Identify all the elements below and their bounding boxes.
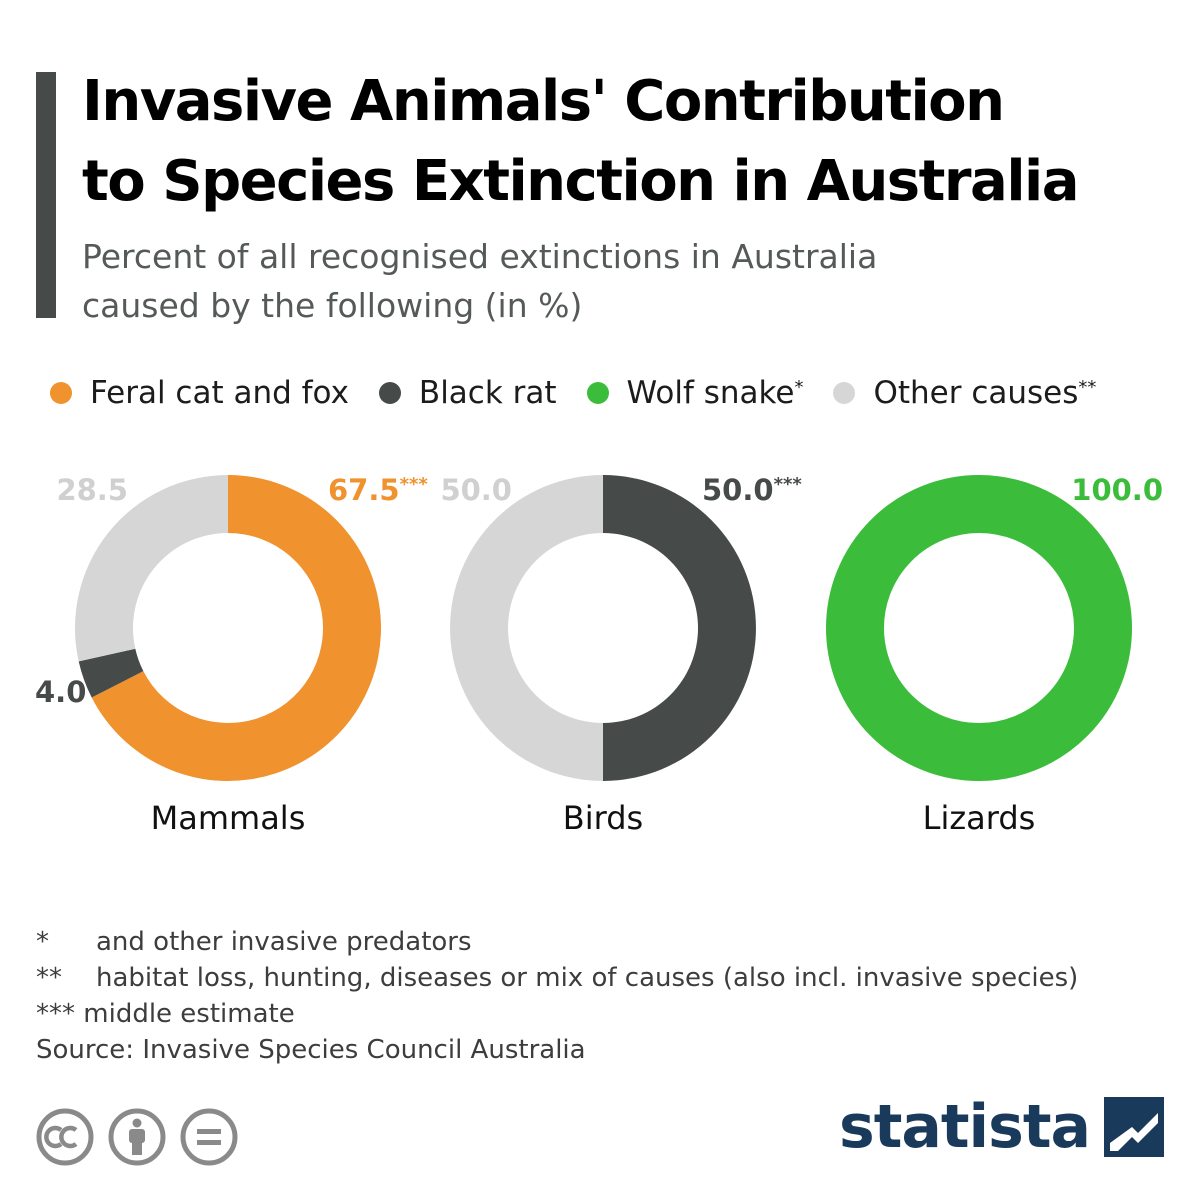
brand-name[interactable]: statista: [838, 1092, 1091, 1162]
title-line-2: to Species Extinction in Australia: [82, 149, 1080, 214]
footnote-2-mark: **: [36, 963, 62, 993]
legend-swatch-other-causes: [833, 382, 856, 404]
footnote-3-text: middle estimate: [83, 999, 295, 1029]
title-line-1: Invasive Animals' Contribution: [82, 69, 1005, 134]
legend-label-wolf-snake: Wolf snake*: [626, 375, 804, 411]
legend-swatch-wolf-snake: [586, 382, 609, 404]
slice-birds-other-causes: [450, 475, 603, 781]
subtitle-line-1: Percent of all recognised extinctions in…: [82, 237, 878, 276]
legend-item-wolf-snake: Wolf snake*: [586, 375, 804, 411]
chart-legend: Feral cat and fox Black rat Wolf snake* …: [50, 368, 1126, 418]
slice-birds-black-rat: [603, 475, 756, 781]
value-label-mammals-black-rat: 4.0: [35, 675, 86, 709]
donut-birds: [450, 475, 756, 781]
footnote-1: * and other invasive predators: [36, 924, 1078, 960]
title-accent-bar: [36, 72, 56, 318]
footnote-2: ** habitat loss, hunting, diseases or mix…: [36, 960, 1078, 996]
value-label-mammals-feral-cat-and-fox: 67.5***: [328, 473, 428, 507]
footnotes: * and other invasive predators ** habitat …: [36, 924, 1078, 1068]
chart-title: Invasive Animals' Contribution to Specie…: [82, 62, 1192, 222]
statista-logo-icon[interactable]: [1104, 1097, 1164, 1157]
value-label-mammals-other-causes: 28.5: [56, 473, 128, 507]
value-label-birds-black-rat: 50.0***: [702, 473, 802, 507]
license-icons: [36, 1108, 252, 1166]
footnote-1-text: and other invasive predators: [96, 927, 472, 957]
legend-item-other-causes: Other causes**: [833, 375, 1096, 411]
legend-label-black-rat: Black rat: [418, 375, 557, 411]
category-label-lizards: Lizards: [923, 799, 1036, 837]
legend-label-other-causes: Other causes**: [873, 375, 1097, 411]
legend-item-feral-cat-fox: Feral cat and fox: [50, 375, 349, 411]
legend-swatch-feral-cat-fox: [50, 382, 72, 404]
slice-mammals-black-rat: [78, 648, 144, 698]
donut-lizards: [826, 475, 1132, 781]
footnote-1-mark: *: [36, 927, 49, 957]
subtitle-line-2: caused by the following (in %): [82, 286, 583, 325]
footnote-2-text: habitat loss, hunting, diseases or mix o…: [96, 963, 1079, 993]
chart-subtitle: Percent of all recognised extinctions in…: [82, 232, 1082, 330]
category-label-mammals: Mammals: [151, 799, 306, 837]
category-label-birds: Birds: [563, 799, 643, 837]
footnote-3: *** middle estimate: [36, 996, 1078, 1032]
value-label-lizards-wolf-snake: 100.0: [1071, 473, 1163, 507]
legend-label-feral-cat-fox: Feral cat and fox: [90, 375, 349, 411]
footnote-3-mark: ***: [36, 999, 75, 1029]
slice-mammals-feral-cat-and-fox: [91, 475, 382, 781]
value-label-birds-other-causes: 50.0: [440, 473, 512, 507]
slice-mammals-other-causes: [75, 475, 228, 662]
legend-item-black-rat: Black rat: [378, 375, 557, 411]
donut-mammals: [75, 475, 382, 781]
no-derivatives-icon[interactable]: [180, 1108, 238, 1166]
attribution-icon[interactable]: [108, 1108, 166, 1166]
cc-icon[interactable]: [36, 1108, 94, 1166]
brand: statista: [839, 1092, 1164, 1162]
slice-lizards-wolf-snake: [826, 475, 1132, 781]
legend-swatch-black-rat: [378, 382, 401, 404]
source-note: Source: Invasive Species Council Austral…: [36, 1035, 586, 1065]
donut-charts: 67.5*** 4.0 28.5 Mammals 50.0*** 50.0 Birds 100…: [35, 473, 1163, 837]
